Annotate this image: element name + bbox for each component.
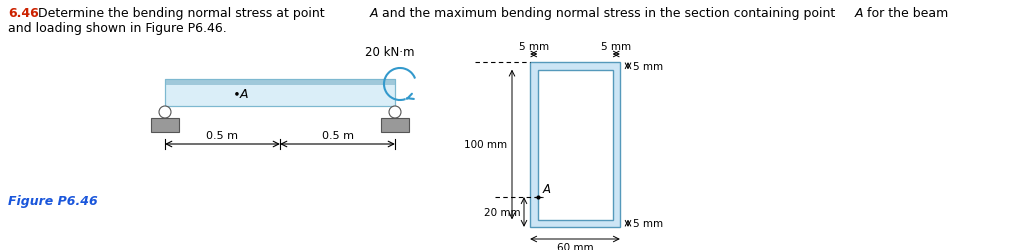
Text: and loading shown in Figure P6.46.: and loading shown in Figure P6.46. — [8, 22, 226, 35]
Bar — [151, 118, 179, 132]
Text: 0.5 m: 0.5 m — [322, 130, 353, 140]
Text: 6.46: 6.46 — [8, 7, 39, 20]
Bar — [165, 80, 395, 106]
Text: 0.5 m: 0.5 m — [207, 130, 239, 140]
Text: Figure P6.46: Figure P6.46 — [8, 194, 97, 207]
Text: and the maximum bending normal stress in the section containing point: and the maximum bending normal stress in… — [378, 7, 840, 20]
Text: 20 mm: 20 mm — [484, 207, 521, 217]
Bar — [530, 63, 620, 227]
Text: for the beam: for the beam — [863, 7, 948, 20]
Text: 5 mm: 5 mm — [601, 42, 632, 52]
Text: 5 mm: 5 mm — [633, 62, 664, 72]
Text: 20 kN·m: 20 kN·m — [366, 46, 415, 59]
Text: 5 mm: 5 mm — [633, 218, 664, 228]
Text: $A$: $A$ — [542, 182, 551, 195]
Circle shape — [389, 106, 401, 118]
Text: A: A — [370, 7, 379, 20]
Text: 100 mm: 100 mm — [464, 140, 507, 150]
Bar — [381, 118, 409, 132]
Text: $\bullet$$A$: $\bullet$$A$ — [232, 88, 250, 101]
Text: Determine the bending normal stress at point: Determine the bending normal stress at p… — [38, 7, 329, 20]
Bar — [538, 70, 612, 220]
Text: A: A — [855, 7, 863, 20]
Bar — [165, 80, 395, 86]
Bar — [165, 80, 395, 106]
Text: 5 mm: 5 mm — [519, 42, 549, 52]
Text: 60 mm: 60 mm — [557, 242, 593, 250]
Circle shape — [159, 106, 171, 118]
